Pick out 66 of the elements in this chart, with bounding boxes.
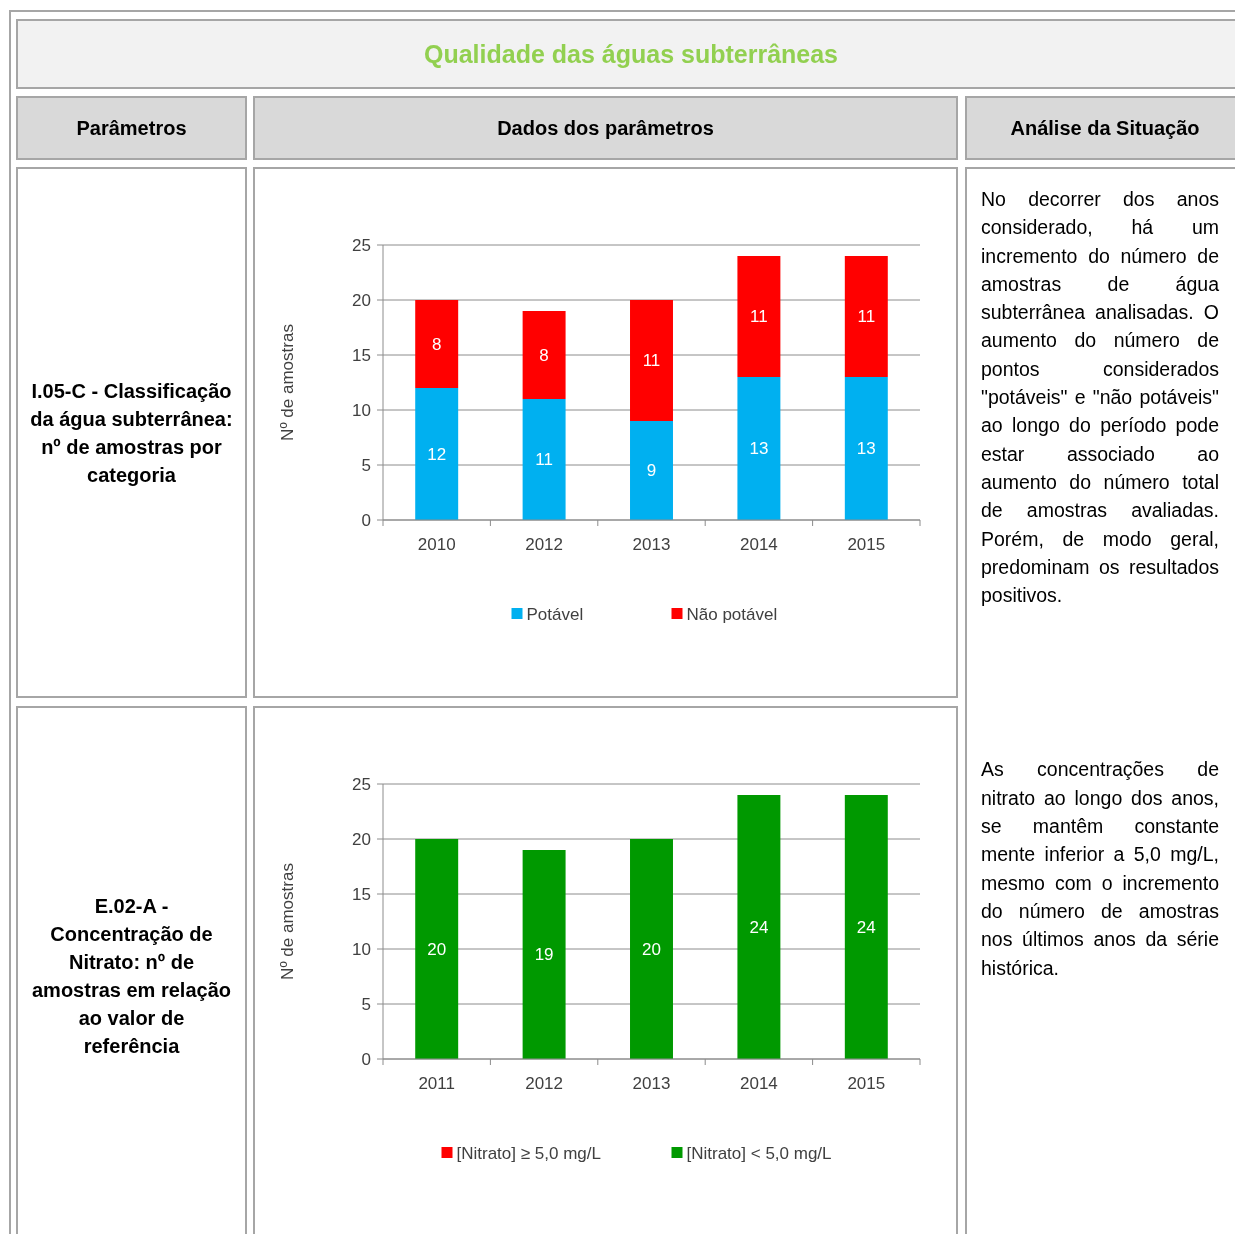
data-label: 13 <box>856 439 876 459</box>
x-tick-label: 2012 <box>525 1074 564 1093</box>
bar <box>415 300 459 388</box>
bar <box>737 377 781 520</box>
bar <box>522 311 566 399</box>
data-label: 11 <box>857 307 876 327</box>
y-tick-label: 10 <box>352 400 371 420</box>
data-label: 9 <box>646 461 657 481</box>
x-tick-label: 2014 <box>739 1074 778 1093</box>
data-label: 24 <box>856 917 876 937</box>
y-tick-label: 15 <box>352 345 371 365</box>
y-axis-title: Nº de amostras <box>278 863 297 980</box>
text: Qualidade das águas subterrâneas <box>16 19 1235 89</box>
bar <box>630 839 673 1059</box>
x-tick-label: 2015 <box>847 1074 886 1093</box>
text: Parâmetros <box>16 96 247 160</box>
y-tick-label: 0 <box>361 510 371 530</box>
text: I.05-C - Classificação da água subterrânea: nº de amostras por categoria <box>16 167 247 698</box>
bar <box>415 839 459 1059</box>
y-axis-title: Nº de amostras <box>278 324 297 441</box>
x-tick-label: 2013 <box>632 535 671 554</box>
data-label: 8 <box>539 345 549 365</box>
x-tick-label: 2015 <box>847 535 886 554</box>
x-tick-label: 2013 <box>632 1074 671 1093</box>
text: No decorrer dos anos considerado, há um incremento do número de amostras de água subterrânea analisadas. O aumento do número de pontos considerados "potáveis" e "não potáveis" ao longo do período pode estar associado ao aumento do número total de amostras avaliadas. Porém, de modo geral, predominam os resultados positivos. <box>981 188 1219 607</box>
bar <box>522 850 566 1059</box>
legend-label: Não potável <box>686 604 778 624</box>
bar <box>844 795 888 1059</box>
x-tick-label: 2010 <box>417 535 456 554</box>
y-tick-label: 0 <box>361 1049 371 1069</box>
data-label: 24 <box>749 917 769 937</box>
text: Dados dos parâmetros <box>253 96 958 160</box>
bar <box>522 399 566 520</box>
text: Análise da Situação <box>965 96 1235 160</box>
data-label: 11 <box>642 351 661 371</box>
data-label: 11 <box>750 307 768 327</box>
y-tick-label: 15 <box>352 884 371 904</box>
bar <box>630 421 673 520</box>
x-tick-label: 2012 <box>525 535 564 554</box>
y-tick-label: 5 <box>361 994 371 1014</box>
legend-label: [Nitrato] ≥ 5,0 mg/L <box>456 1143 601 1163</box>
data-label: 13 <box>749 439 769 459</box>
data-label: 8 <box>431 334 442 354</box>
bar <box>844 256 888 377</box>
y-tick-label: 25 <box>352 235 371 255</box>
data-label: 19 <box>534 945 554 965</box>
legend-label: [Nitrato] < 5,0 mg/L <box>686 1143 832 1163</box>
bar <box>844 377 888 520</box>
data-label: 11 <box>535 450 553 470</box>
bar <box>415 388 459 520</box>
data-label: 12 <box>427 444 447 464</box>
data-label: 20 <box>427 939 447 959</box>
text: As concentrações de nitrato ao longo dos anos, se mantêm constante mente inferior a 5,0 mg/L, mesmo com o incremento do número de amostras nos últimos anos da série histórica. <box>980 757 1220 981</box>
x-tick-label: 2014 <box>739 535 778 554</box>
y-tick-label: 5 <box>361 455 371 475</box>
bar <box>737 256 781 377</box>
bar <box>630 300 673 421</box>
data-label: 20 <box>642 939 661 959</box>
y-tick-label: 25 <box>352 774 371 794</box>
y-tick-label: 20 <box>352 829 371 849</box>
y-tick-label: 10 <box>352 939 371 959</box>
bar <box>737 795 781 1059</box>
text: E.02-A - Concentração de Nitrato: nº de amostras em relação ao valor de referência <box>16 706 247 1234</box>
x-tick-label: 2011 <box>418 1074 455 1093</box>
y-tick-label: 20 <box>352 290 371 310</box>
legend-label: Potável <box>526 604 584 624</box>
